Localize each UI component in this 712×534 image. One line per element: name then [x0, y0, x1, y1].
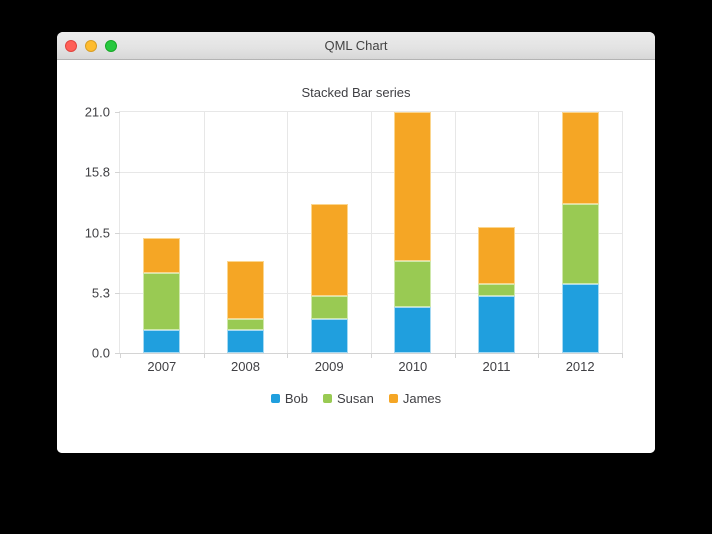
y-axis-label: 10.5 — [84, 225, 110, 240]
bar-segment-bob-2011 — [478, 295, 515, 353]
x-axis-label: 2011 — [482, 359, 511, 374]
y-axis-label: 5.3 — [91, 285, 110, 301]
x-axis-tick — [622, 353, 623, 358]
close-button[interactable] — [65, 40, 77, 52]
y-axis-tick — [115, 112, 120, 113]
y-axis-tick — [115, 353, 120, 354]
legend-item-susan: Susan — [322, 391, 374, 406]
bar-2008 — [227, 112, 264, 353]
x-axis-label: 2010 — [398, 359, 428, 374]
y-axis-tick — [115, 232, 120, 234]
gridline-vertical — [454, 112, 456, 353]
x-axis-tick — [454, 353, 456, 358]
legend-marker-susan — [322, 394, 332, 403]
window-title: QML Chart — [324, 38, 388, 53]
gridline-vertical — [371, 112, 372, 353]
legend-item-james: James — [388, 391, 442, 406]
bar-segment-susan-2011 — [478, 284, 515, 296]
x-axis-tick — [371, 353, 372, 358]
x-axis-tick — [120, 353, 121, 358]
bar-segment-james-2008 — [227, 261, 264, 319]
legend-marker-james — [388, 394, 398, 403]
y-axis-tick — [115, 292, 120, 294]
gridline-vertical — [287, 112, 289, 353]
bar-segment-susan-2012 — [561, 203, 599, 285]
legend-item-bob: Bob — [270, 391, 308, 406]
bar-segment-bob-2008 — [227, 330, 264, 353]
x-axis-label: 2008 — [231, 359, 260, 374]
bar-segment-james-2010 — [394, 112, 432, 262]
gridline-vertical — [203, 112, 205, 353]
bar-segment-bob-2010 — [394, 307, 432, 353]
legend-label: James — [402, 391, 442, 406]
legend-marker-bob — [270, 394, 280, 403]
y-axis-label: 21.0 — [84, 104, 110, 120]
x-axis-label: 2012 — [565, 359, 595, 374]
traffic-lights — [65, 40, 117, 52]
bar-2011 — [478, 112, 515, 353]
x-axis-tick — [538, 353, 540, 358]
bar-segment-susan-2009 — [310, 295, 348, 319]
window-titlebar[interactable]: QML Chart — [57, 32, 655, 60]
legend-label: Susan — [336, 391, 374, 406]
y-axis-tick — [115, 172, 120, 174]
bar-segment-james-2009 — [310, 203, 348, 296]
chart-view: Stacked Bar series 0.0 5.3 10.5 15.8 21.0 20… — [57, 60, 655, 453]
bar-2012 — [561, 112, 599, 353]
bar-2007 — [143, 112, 181, 353]
bar-2009 — [310, 112, 348, 353]
gridline-vertical — [538, 112, 540, 353]
x-axis-tick — [287, 353, 289, 358]
bar-2010 — [394, 112, 432, 353]
bar-segment-james-2011 — [478, 226, 515, 285]
y-axis-label: 15.8 — [84, 164, 110, 180]
y-axis-label: 0.0 — [91, 345, 110, 361]
chart-title: Stacked Bar series — [301, 85, 411, 100]
bar-segment-bob-2009 — [310, 318, 348, 353]
minimize-button[interactable] — [85, 40, 97, 52]
bar-segment-bob-2007 — [143, 330, 181, 353]
bar-segment-susan-2008 — [227, 318, 264, 331]
bar-segment-susan-2007 — [143, 272, 181, 331]
zoom-button[interactable] — [105, 40, 117, 52]
legend: Bob Susan James — [57, 391, 655, 406]
x-axis-label: 2009 — [314, 359, 344, 374]
bar-segment-james-2012 — [561, 112, 599, 204]
bar-segment-bob-2012 — [561, 284, 599, 353]
bar-segment-james-2007 — [143, 238, 181, 273]
legend-label: Bob — [284, 391, 308, 406]
x-axis-label: 2007 — [147, 359, 177, 374]
qml-chart-window: QML Chart Stacked Bar series 0.0 5.3 10.5 1… — [57, 32, 655, 453]
plot-area — [119, 111, 623, 354]
x-axis-tick — [203, 353, 205, 358]
bar-segment-susan-2010 — [394, 261, 432, 308]
